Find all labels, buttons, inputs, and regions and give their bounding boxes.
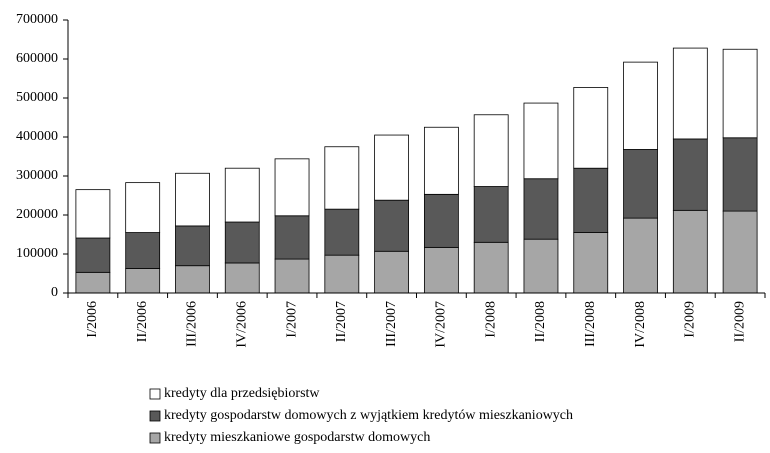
bar-segment: [523, 178, 559, 240]
bar-segment: [224, 167, 260, 223]
x-tick-label: II/2008: [533, 301, 548, 342]
legend-swatch: [149, 410, 161, 422]
x-tick-label: III/2008: [583, 301, 598, 347]
bar-segment: [722, 210, 758, 294]
legend-label: kredyty mieszkaniowe gospodarstw domowyc…: [164, 430, 430, 445]
y-tick-label: 100000: [16, 246, 58, 261]
bar-segment: [623, 217, 658, 294]
bar-segment: [423, 246, 459, 294]
bar-segment: [324, 254, 360, 294]
x-tick-label: III/2007: [384, 301, 399, 347]
y-tick-label: 0: [51, 285, 58, 300]
x-tick-label: I/2006: [85, 301, 100, 338]
bar-segment: [722, 48, 758, 139]
bar-segment: [523, 102, 559, 180]
bar-segment: [573, 167, 609, 233]
bar-segment: [75, 271, 111, 294]
y-tick-label: 600000: [16, 51, 58, 66]
bar-segment: [175, 225, 210, 267]
bar-segment: [274, 158, 310, 217]
bar-segment: [75, 189, 111, 239]
y-tick-label: 200000: [16, 207, 58, 222]
bar-segment: [125, 182, 161, 233]
bar-segment: [324, 146, 360, 210]
legend-swatch: [149, 388, 161, 400]
bar-segment: [423, 126, 459, 195]
bar-segment: [423, 193, 459, 248]
bar-segment: [374, 134, 410, 201]
bar-segment: [224, 262, 260, 294]
y-tick-label: 300000: [16, 168, 58, 183]
bar-segment: [224, 221, 260, 264]
bar-segment: [473, 186, 509, 243]
bar-segment: [274, 258, 310, 294]
y-tick-label: 400000: [16, 129, 58, 144]
bar-segment: [573, 232, 609, 294]
x-tick-label: IV/2008: [633, 301, 648, 348]
bar-segment: [672, 138, 708, 211]
legend-swatch: [149, 432, 161, 444]
legend-label: kredyty dla przedsiębiorstw: [164, 386, 320, 401]
x-tick-label: IV/2006: [234, 301, 249, 348]
bar-segment: [473, 114, 509, 187]
x-tick-label: II/2007: [334, 301, 349, 342]
x-tick-label: I/2008: [483, 301, 498, 338]
bar-segment: [573, 87, 609, 169]
bar-segment: [274, 215, 310, 260]
bar-segment: [722, 137, 758, 212]
bar-segment: [125, 268, 161, 294]
bar-segment: [672, 47, 708, 140]
bar-segment: [473, 241, 509, 294]
x-tick-label: III/2006: [185, 301, 200, 347]
y-tick-label: 700000: [16, 12, 58, 27]
x-tick-label: IV/2007: [434, 301, 449, 348]
bar-segment: [523, 238, 559, 294]
bar-segment: [623, 149, 658, 219]
bar-segment: [75, 237, 111, 273]
y-tick-label: 500000: [16, 90, 58, 105]
bar-segment: [324, 208, 360, 256]
bar-segment: [374, 199, 410, 252]
x-tick-label: II/2006: [135, 301, 150, 342]
x-tick-label: I/2009: [683, 301, 698, 338]
legend-label: kredyty gospodarstw domowych z wyjątkiem…: [164, 408, 573, 423]
x-tick-label: I/2007: [284, 301, 299, 338]
bar-segment: [672, 209, 708, 294]
bar-segment: [125, 232, 161, 269]
x-tick-label: II/2009: [732, 301, 747, 342]
bar-segment: [623, 61, 658, 150]
bar-segment: [175, 265, 210, 294]
bar-segment: [374, 250, 410, 294]
bar-segment: [175, 172, 210, 227]
